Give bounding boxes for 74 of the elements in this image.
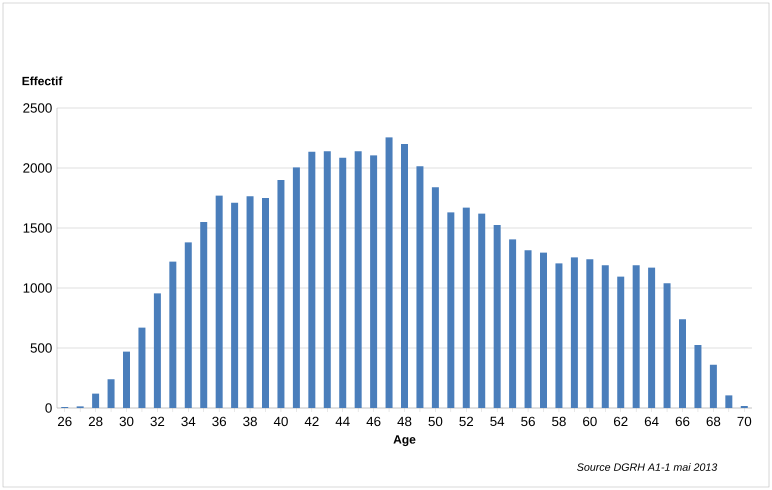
x-tick-label: 56 — [521, 416, 535, 426]
bar — [478, 214, 486, 408]
bar — [494, 225, 501, 408]
bar — [324, 151, 331, 408]
x-tick-label: 32 — [150, 416, 164, 426]
bar — [694, 345, 702, 408]
x-tick-label: 30 — [120, 416, 134, 426]
x-tick-label: 64 — [644, 416, 659, 426]
y-tick-label: 2000 — [23, 163, 52, 173]
x-axis-title: Age — [393, 435, 416, 446]
y-tick-label: 2500 — [23, 103, 52, 113]
bar — [370, 155, 378, 408]
x-tick-label: 58 — [552, 416, 566, 426]
x-tick-label: 28 — [88, 416, 102, 426]
x-tick-label: 66 — [676, 416, 690, 426]
bar — [169, 262, 176, 408]
y-tick-label: 500 — [30, 343, 52, 353]
x-tick-label: 38 — [243, 416, 257, 426]
x-tick-label: 40 — [274, 416, 288, 426]
bar — [555, 263, 562, 408]
bar — [154, 293, 161, 408]
y-axis-title: Effectif — [22, 76, 62, 86]
bar — [710, 364, 717, 408]
y-tick-label: 1000 — [24, 283, 52, 293]
x-tick-label: 68 — [706, 416, 720, 426]
x-tick-label: 36 — [212, 416, 226, 426]
bar — [648, 268, 656, 408]
bar — [262, 198, 269, 408]
bar — [200, 222, 208, 408]
bar — [540, 252, 547, 408]
bar — [432, 187, 439, 408]
bar — [231, 202, 238, 408]
bar — [679, 319, 686, 408]
bar — [354, 151, 362, 408]
bar — [509, 239, 516, 408]
bar — [308, 152, 316, 408]
x-tick-label: 34 — [181, 416, 196, 426]
bar — [632, 265, 640, 408]
bar — [246, 196, 254, 408]
x-tick-label: 42 — [304, 416, 319, 426]
bar — [216, 196, 223, 408]
x-tick-label: 52 — [459, 416, 474, 426]
x-tick-label: 70 — [738, 416, 752, 426]
x-tick-label: 60 — [583, 416, 597, 426]
x-tick-label: 62 — [614, 416, 628, 426]
bar — [524, 250, 532, 408]
bar — [602, 265, 609, 408]
y-tick-label: 0 — [45, 403, 52, 413]
bar — [108, 379, 115, 408]
bar — [725, 395, 732, 408]
bar — [292, 167, 300, 408]
bar — [386, 137, 393, 408]
bar — [586, 259, 594, 408]
bar — [138, 328, 146, 408]
bar — [123, 352, 130, 408]
bar — [570, 257, 578, 408]
bar — [92, 394, 100, 408]
bar — [401, 144, 408, 408]
bar — [447, 212, 454, 408]
source-note: Source DGRH A1-1 mai 2013 — [577, 463, 718, 471]
bar — [277, 180, 284, 408]
y-tick-label: 1500 — [24, 223, 52, 233]
bar — [617, 276, 624, 408]
bar — [664, 283, 671, 408]
bar — [184, 242, 192, 408]
x-tick-label: 44 — [336, 416, 350, 426]
bar — [416, 166, 424, 408]
bar — [339, 158, 346, 408]
x-tick-label: 46 — [366, 416, 380, 426]
x-tick-label: 48 — [397, 416, 412, 426]
bar — [462, 208, 470, 408]
x-tick-label: 50 — [428, 416, 442, 426]
x-tick-label: 54 — [490, 416, 504, 426]
x-tick-label: 26 — [58, 416, 72, 426]
